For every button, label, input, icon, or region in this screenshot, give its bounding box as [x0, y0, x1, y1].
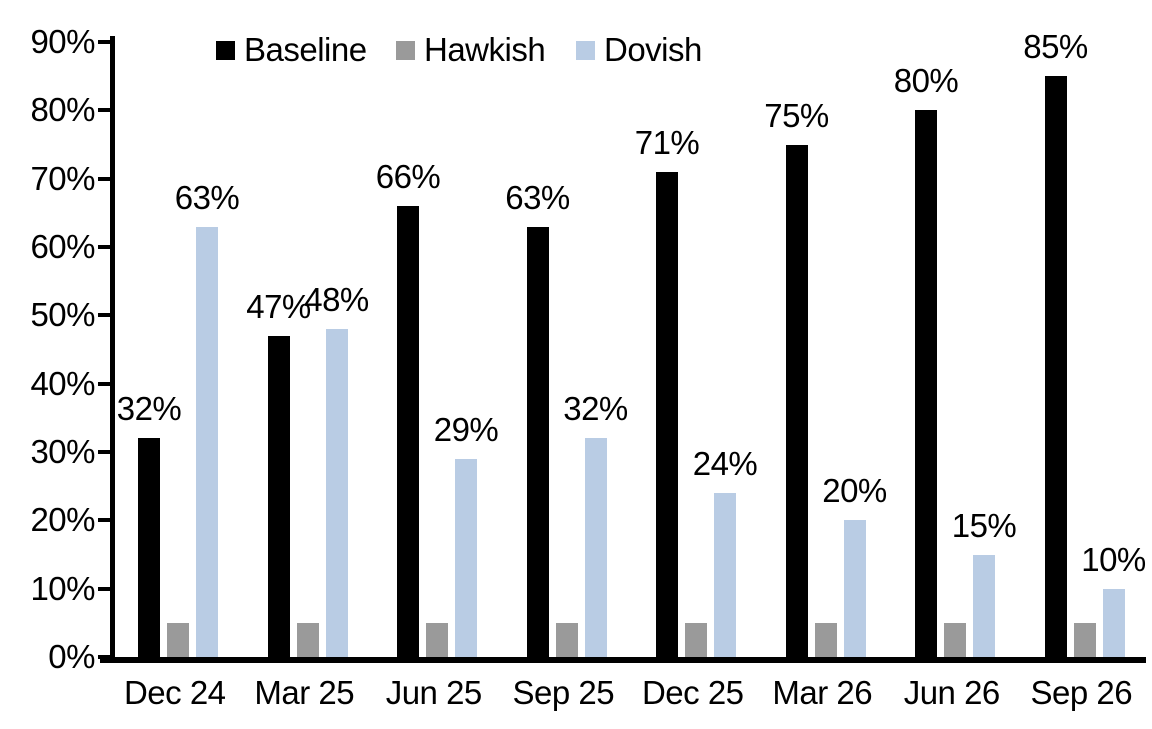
- bar-value-label-baseline-mar-26: 75%: [764, 96, 829, 134]
- bar-baseline-sep-26: [1044, 76, 1067, 657]
- bar-hawkish-jun-26: [944, 622, 966, 657]
- bar-hawkish-sep-25: [555, 622, 578, 657]
- y-tick-20-: [98, 518, 112, 523]
- y-tick-label-70-: 70%: [30, 159, 95, 197]
- y-tick-label-30-: 30%: [30, 433, 95, 470]
- bar-value-label-baseline-jun-25: 66%: [375, 158, 441, 195]
- y-tick-label-10-: 10%: [30, 569, 95, 607]
- y-tick-60-: [98, 245, 112, 249]
- bar-value-label-baseline-sep-25: 63%: [505, 178, 570, 216]
- bar-hawkish-jun-25: [426, 622, 448, 657]
- bar-baseline-sep-25: [526, 226, 549, 657]
- y-tick-50-: [98, 313, 112, 318]
- y-tick-label-0-: 0%: [48, 638, 95, 675]
- y-tick-10-: [98, 586, 112, 591]
- x-tick-label-dec-25: Dec 25: [641, 674, 744, 711]
- y-tick-label-80-: 80%: [30, 91, 95, 129]
- y-tick-40-: [98, 381, 112, 386]
- bar-dovish-dec-24: [196, 226, 218, 657]
- bar-dovish-mar-25: [325, 329, 348, 657]
- bar-hawkish-sep-26: [1073, 622, 1096, 657]
- bar-baseline-jun-25: [397, 206, 419, 657]
- legend-swatch-icon-hawkish: [396, 40, 415, 60]
- bar-value-label-baseline-mar-25: 47%: [246, 287, 311, 325]
- bar-value-label-dovish-mar-25: 48%: [304, 281, 369, 318]
- bar-value-label-baseline-dec-25: 71%: [634, 123, 700, 161]
- bar-hawkish-mar-26: [814, 622, 837, 657]
- bar-value-label-dovish-jun-26: 15%: [951, 506, 1017, 544]
- bar-value-label-dovish-mar-26: 20%: [822, 472, 887, 510]
- x-axis-line: [100, 657, 1146, 663]
- bar-value-label-dovish-dec-25: 24%: [692, 445, 758, 482]
- y-tick-label-40-: 40%: [30, 364, 95, 402]
- y-axis-line: [110, 36, 115, 663]
- chart-legend: Baseline Hawkish Dovish: [216, 30, 756, 70]
- x-tick-label-sep-26: Sep 26: [1030, 674, 1133, 711]
- bar-value-label-dovish-sep-26: 10%: [1081, 540, 1146, 578]
- legend-item-baseline: Baseline: [216, 30, 396, 70]
- bar-value-label-baseline-jun-26: 80%: [893, 62, 959, 100]
- bar-value-label-dovish-jun-25: 29%: [433, 410, 499, 448]
- plot-area: 32% 63% 47% 48% 66% 29% 63% 32% 71% 24% 75% 20% 80% 1…: [110, 30, 1146, 657]
- x-tick-label-mar-25: Mar 25: [254, 674, 355, 711]
- bar-value-label-dovish-sep-25: 32%: [563, 390, 628, 428]
- bar-baseline-mar-26: [785, 144, 808, 657]
- bar-dovish-sep-25: [584, 438, 607, 657]
- x-tick-label-mar-26: Mar 26: [772, 674, 873, 711]
- legend-item-dovish: Dovish: [576, 30, 756, 70]
- legend-label-hawkish: Hawkish: [424, 31, 546, 68]
- bar-dovish-jun-25: [455, 458, 477, 657]
- bar-dovish-sep-26: [1102, 588, 1125, 657]
- legend-swatch-icon-baseline: [216, 40, 235, 60]
- legend-label-baseline: Baseline: [244, 31, 367, 68]
- bar-baseline-dec-25: [656, 171, 678, 657]
- legend-label-dovish: Dovish: [604, 31, 702, 68]
- bar-baseline-jun-26: [915, 110, 937, 657]
- legend-item-hawkish: Hawkish: [396, 30, 576, 70]
- y-tick-label-90-: 90%: [30, 23, 95, 60]
- bar-value-label-dovish-dec-24: 63%: [174, 178, 240, 216]
- y-tick-80-: [98, 108, 112, 113]
- x-tick-label-dec-24: Dec 24: [123, 674, 226, 711]
- y-tick-label-60-: 60%: [30, 228, 95, 265]
- bar-value-label-baseline-sep-26: 85%: [1023, 28, 1088, 66]
- bar-dovish-dec-25: [714, 493, 736, 657]
- y-tick-30-: [98, 450, 112, 454]
- bar-dovish-jun-26: [973, 554, 995, 657]
- y-tick-label-20-: 20%: [30, 501, 95, 539]
- y-tick-90-: [98, 40, 112, 44]
- y-tick-0-: [98, 655, 112, 659]
- bar-hawkish-mar-25: [296, 622, 319, 657]
- x-tick-label-sep-25: Sep 25: [512, 674, 615, 711]
- y-tick-70-: [98, 176, 112, 181]
- x-tick-label-jun-25: Jun 25: [385, 674, 483, 711]
- bar-hawkish-dec-25: [685, 622, 707, 657]
- bar-hawkish-dec-24: [167, 622, 189, 657]
- legend-swatch-icon-dovish: [576, 40, 595, 60]
- y-tick-label-50-: 50%: [30, 296, 95, 334]
- bar-value-label-baseline-dec-24: 32%: [116, 390, 182, 428]
- x-tick-label-jun-26: Jun 26: [903, 674, 1001, 711]
- bar-baseline-mar-25: [267, 335, 290, 657]
- bar-dovish-mar-26: [843, 520, 866, 657]
- bar-baseline-dec-24: [138, 438, 160, 657]
